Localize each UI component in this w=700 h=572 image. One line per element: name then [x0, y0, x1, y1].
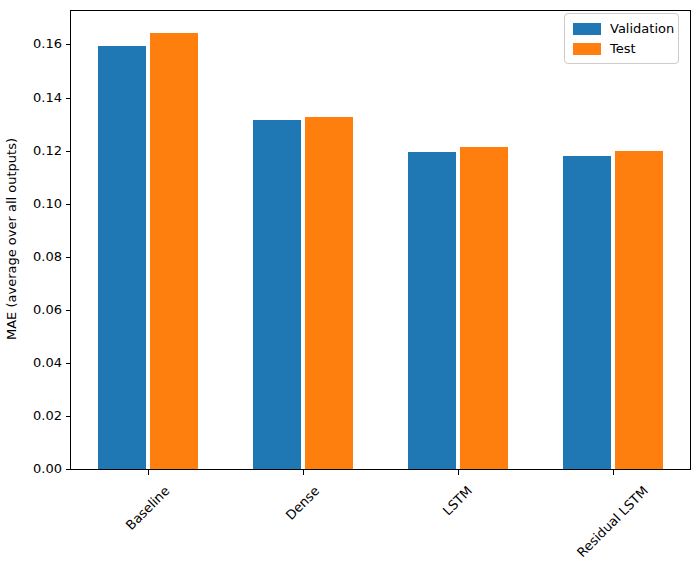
bar-test-lstm — [460, 147, 508, 469]
legend-label-test: Test — [610, 41, 636, 56]
y-tick-label: 0.14 — [18, 91, 62, 105]
y-tick-mark — [66, 44, 70, 45]
y-tick-mark — [66, 98, 70, 99]
bar-validation-baseline — [98, 46, 146, 469]
legend-item-validation: Validation — [573, 20, 670, 37]
y-tick-label: 0.10 — [18, 197, 62, 211]
legend: Validation Test — [564, 13, 679, 64]
y-tick-label: 0.06 — [18, 303, 62, 317]
y-tick-label: 0.16 — [18, 37, 62, 51]
y-tick-label: 0.00 — [18, 462, 62, 476]
x-tick-mark — [613, 470, 614, 475]
y-tick-mark — [66, 151, 70, 152]
legend-swatch-validation — [573, 23, 601, 35]
figure: MAE (average over all outputs) 0.00 0.02 0… — [0, 0, 700, 572]
bar-validation-residual-lstm — [563, 156, 611, 469]
x-tick-label-residual-lstm: Residual LSTM — [574, 483, 651, 560]
bar-validation-dense — [253, 120, 301, 469]
x-tick-label-lstm: LSTM — [440, 483, 475, 518]
x-tick-label-baseline: Baseline — [123, 483, 173, 533]
x-tick-mark — [458, 470, 459, 475]
bar-test-baseline — [150, 33, 198, 469]
legend-item-test: Test — [573, 40, 670, 57]
y-tick-label: 0.04 — [18, 356, 62, 370]
y-tick-mark — [66, 257, 70, 258]
y-axis-label: MAE (average over all outputs) — [4, 138, 19, 340]
bar-validation-lstm — [408, 152, 456, 469]
x-tick-mark — [148, 470, 149, 475]
legend-label-validation: Validation — [610, 21, 674, 36]
y-tick-mark — [66, 363, 70, 364]
y-tick-mark — [66, 416, 70, 417]
bar-test-dense — [305, 117, 353, 469]
legend-swatch-test — [573, 43, 601, 55]
y-tick-mark — [66, 469, 70, 470]
x-tick-label-dense: Dense — [283, 483, 323, 523]
y-tick-label: 0.12 — [18, 144, 62, 158]
y-tick-label: 0.02 — [18, 409, 62, 423]
x-tick-mark — [303, 470, 304, 475]
y-tick-mark — [66, 204, 70, 205]
y-tick-label: 0.08 — [18, 250, 62, 264]
bar-test-residual-lstm — [615, 151, 663, 469]
y-tick-mark — [66, 310, 70, 311]
